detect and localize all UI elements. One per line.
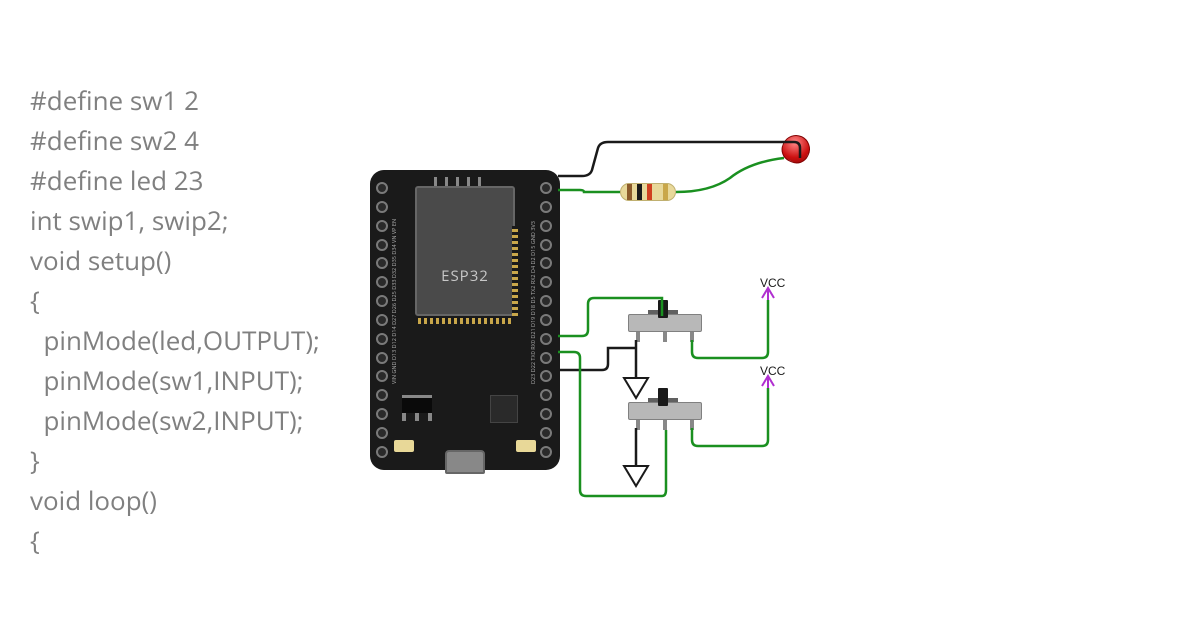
code-line: #define sw1 2 [30,82,199,118]
pin-hole [376,427,388,439]
pin-hole [540,314,552,326]
code-line: { [30,282,40,318]
esp32-board: ESP32 VIN GND D13 D12 D14 D27 D26 D25 D3… [370,170,560,470]
resistor-band [637,184,642,200]
vcc-label-2: VCC [760,364,785,378]
pin-hole [540,295,552,307]
pin-hole [376,239,388,251]
code-line: } [30,442,40,478]
shield-pins-side [512,226,518,316]
pin-header-left [376,182,390,458]
pin-hole [376,370,388,382]
pin-hole [540,257,552,269]
pin-hole [540,276,552,288]
micro-usb-port [445,450,485,474]
esp32-shield: ESP32 [415,186,515,316]
code-line: pinMode(sw1,INPUT); [30,362,304,398]
pin-hole [540,446,552,458]
resistor-band [647,184,652,200]
pin-hole [540,201,552,213]
slide-switch-2 [628,388,702,428]
pin-hole [540,370,552,382]
enable-button [516,440,536,452]
pin-hole [540,389,552,401]
voltage-regulator [402,395,432,413]
code-snippet: #define sw1 2 #define sw2 4 #define led … [30,80,320,560]
usb-chip [490,395,518,423]
pin-header-right [540,182,554,458]
pin-hole [376,220,388,232]
pin-hole [540,182,552,194]
pin-hole [376,333,388,345]
pin-hole [540,408,552,420]
pin-hole [376,182,388,194]
pin-hole [376,314,388,326]
pin-hole [376,446,388,458]
led-dome [777,130,814,167]
code-line: #define led 23 [30,162,203,198]
code-line: int swip1, swip2; [30,202,229,238]
circuit-diagram: ESP32 VIN GND D13 D12 D14 D27 D26 D25 D3… [370,140,1170,640]
pin-hole [376,408,388,420]
slide-switch-1 [628,300,702,340]
pin-hole [540,352,552,364]
shield-pins-bottom [418,318,512,324]
resistor-band [627,184,632,200]
code-line: pinMode(sw2,INPUT); [30,402,304,438]
left-pin-silkscreen: VIN GND D13 D12 D14 D27 D26 D25 D33 D32 … [390,219,398,384]
vcc-label-1: VCC [760,276,785,290]
pin-hole [376,352,388,364]
resistor [620,182,690,202]
pin-hole [540,427,552,439]
code-line: pinMode(led,OUTPUT); [30,322,320,358]
code-line: #define sw2 4 [30,122,199,158]
right-pin-silkscreen: D23 D22 TX0 RX0 D21 D19 D18 D5 TX2 RX2 D… [529,221,537,384]
code-line: void loop() [30,482,157,518]
pin-hole [540,239,552,251]
regulator-legs [402,413,432,421]
boot-button [394,440,414,452]
pin-hole [376,276,388,288]
pin-hole [376,201,388,213]
code-line: { [30,522,40,558]
resistor-band [663,184,668,200]
pin-hole [376,295,388,307]
board-label: ESP32 [417,266,513,286]
resistor-body [620,183,676,201]
pin-hole [540,220,552,232]
pin-hole [540,333,552,345]
code-line: void setup() [30,242,171,278]
pin-hole [376,389,388,401]
pin-hole [376,257,388,269]
red-led [782,135,818,167]
antenna-trace [430,172,500,184]
